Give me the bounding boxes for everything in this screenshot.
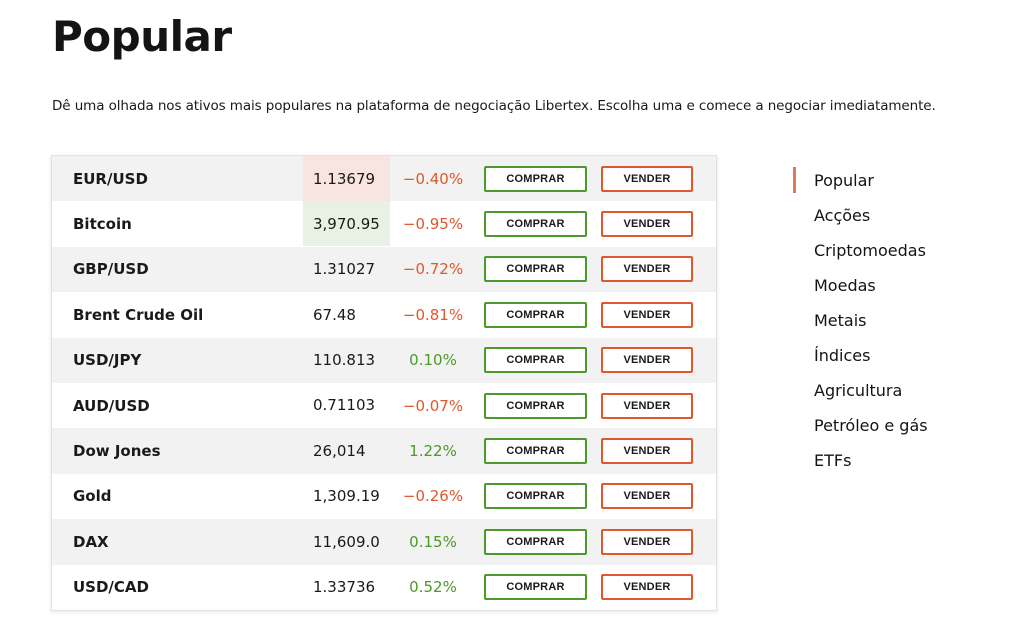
asset-price: 110.813	[313, 351, 376, 370]
asset-price: 1,309.19	[313, 487, 380, 506]
page-title: Popular	[52, 12, 232, 61]
asset-name[interactable]: Dow Jones	[73, 442, 161, 461]
table-row: Gold 1,309.19 −0.26% COMPRAR VENDER	[52, 474, 716, 519]
asset-name[interactable]: AUD/USD	[73, 396, 150, 415]
assets-table: EUR/USD 1.13679 −0.40% COMPRAR VENDER Bitcoin…	[51, 155, 717, 611]
table-row: AUD/USD 0.71103 −0.07% COMPRAR VENDER	[52, 383, 716, 428]
asset-name[interactable]: USD/CAD	[73, 578, 149, 597]
table-row: USD/CAD 1.33736 0.52% COMPRAR VENDER	[52, 565, 716, 610]
table-row: EUR/USD 1.13679 −0.40% COMPRAR VENDER	[52, 156, 716, 202]
category-item-popular[interactable]: Popular	[793, 163, 928, 198]
category-nav: Popular Acções Criptomoedas Moedas Metais Índ…	[793, 163, 928, 478]
asset-change: 0.15%	[409, 532, 457, 551]
category-item-agricultura[interactable]: Agricultura	[814, 381, 903, 400]
sell-button[interactable]: VENDER	[601, 256, 693, 283]
buy-button[interactable]: COMPRAR	[484, 347, 587, 374]
asset-change: −0.26%	[402, 487, 464, 506]
buy-button[interactable]: COMPRAR	[484, 483, 587, 510]
asset-change: −0.40%	[402, 169, 464, 188]
category-item-acções[interactable]: Acções	[814, 206, 871, 225]
asset-name[interactable]: Gold	[73, 487, 112, 506]
sell-button[interactable]: VENDER	[601, 528, 693, 555]
sell-button[interactable]: VENDER	[601, 438, 693, 465]
buy-button[interactable]: COMPRAR	[484, 211, 587, 238]
asset-change: −0.95%	[402, 215, 464, 234]
sell-button[interactable]: VENDER	[601, 301, 693, 328]
asset-change: −0.07%	[402, 396, 464, 415]
buy-button[interactable]: COMPRAR	[484, 528, 587, 555]
asset-price: 67.48	[313, 305, 356, 324]
table-row: Dow Jones 26,014 1.22% COMPRAR VENDER	[52, 428, 716, 474]
table-row: Bitcoin 3,970.95 −0.95% COMPRAR VENDER	[52, 201, 716, 247]
asset-name[interactable]: DAX	[73, 532, 109, 551]
category-item-etfs[interactable]: ETFs	[814, 451, 852, 470]
buy-button[interactable]: COMPRAR	[484, 165, 587, 192]
page-subtitle: Dê uma olhada nos ativos mais populares …	[52, 98, 936, 114]
asset-change: −0.81%	[402, 305, 464, 324]
asset-name[interactable]: Bitcoin	[73, 215, 132, 234]
sell-button[interactable]: VENDER	[601, 392, 693, 419]
sell-button[interactable]: VENDER	[601, 211, 693, 238]
asset-change: 0.52%	[409, 578, 457, 597]
buy-button[interactable]: COMPRAR	[484, 256, 587, 283]
table-row: DAX 11,609.0 0.15% COMPRAR VENDER	[52, 519, 716, 565]
asset-price: 1.13679	[303, 156, 390, 201]
asset-change: −0.72%	[402, 260, 464, 279]
asset-name[interactable]: Brent Crude Oil	[73, 305, 204, 324]
asset-name[interactable]: EUR/USD	[73, 169, 148, 188]
asset-name[interactable]: GBP/USD	[73, 260, 149, 279]
table-row: USD/JPY 110.813 0.10% COMPRAR VENDER	[52, 337, 716, 383]
asset-price: 1.33736	[313, 578, 376, 597]
asset-price: 0.71103	[313, 396, 376, 415]
asset-price: 3,970.95	[303, 201, 390, 247]
buy-button[interactable]: COMPRAR	[484, 301, 587, 328]
category-item-índices[interactable]: Índices	[814, 346, 871, 365]
buy-button[interactable]: COMPRAR	[484, 574, 587, 601]
category-item-metais[interactable]: Metais	[814, 311, 867, 330]
category-item-petróleo-e-gás[interactable]: Petróleo e gás	[814, 416, 928, 435]
asset-price: 1.31027	[313, 260, 376, 279]
buy-button[interactable]: COMPRAR	[484, 392, 587, 419]
category-item-moedas[interactable]: Moedas	[814, 276, 876, 295]
sell-button[interactable]: VENDER	[601, 574, 693, 601]
table-row: GBP/USD 1.31027 −0.72% COMPRAR VENDER	[52, 246, 716, 293]
asset-name[interactable]: USD/JPY	[73, 351, 142, 370]
asset-change: 1.22%	[409, 442, 457, 461]
asset-price: 11,609.0	[313, 532, 380, 551]
category-item-criptomoedas[interactable]: Criptomoedas	[814, 241, 926, 260]
buy-button[interactable]: COMPRAR	[484, 438, 587, 465]
sell-button[interactable]: VENDER	[601, 483, 693, 510]
asset-change: 0.10%	[409, 351, 457, 370]
asset-price: 26,014	[313, 441, 366, 460]
table-row: Brent Crude Oil 67.48 −0.81% COMPRAR VENDER	[52, 292, 716, 337]
sell-button[interactable]: VENDER	[601, 347, 693, 374]
sell-button[interactable]: VENDER	[601, 165, 693, 192]
